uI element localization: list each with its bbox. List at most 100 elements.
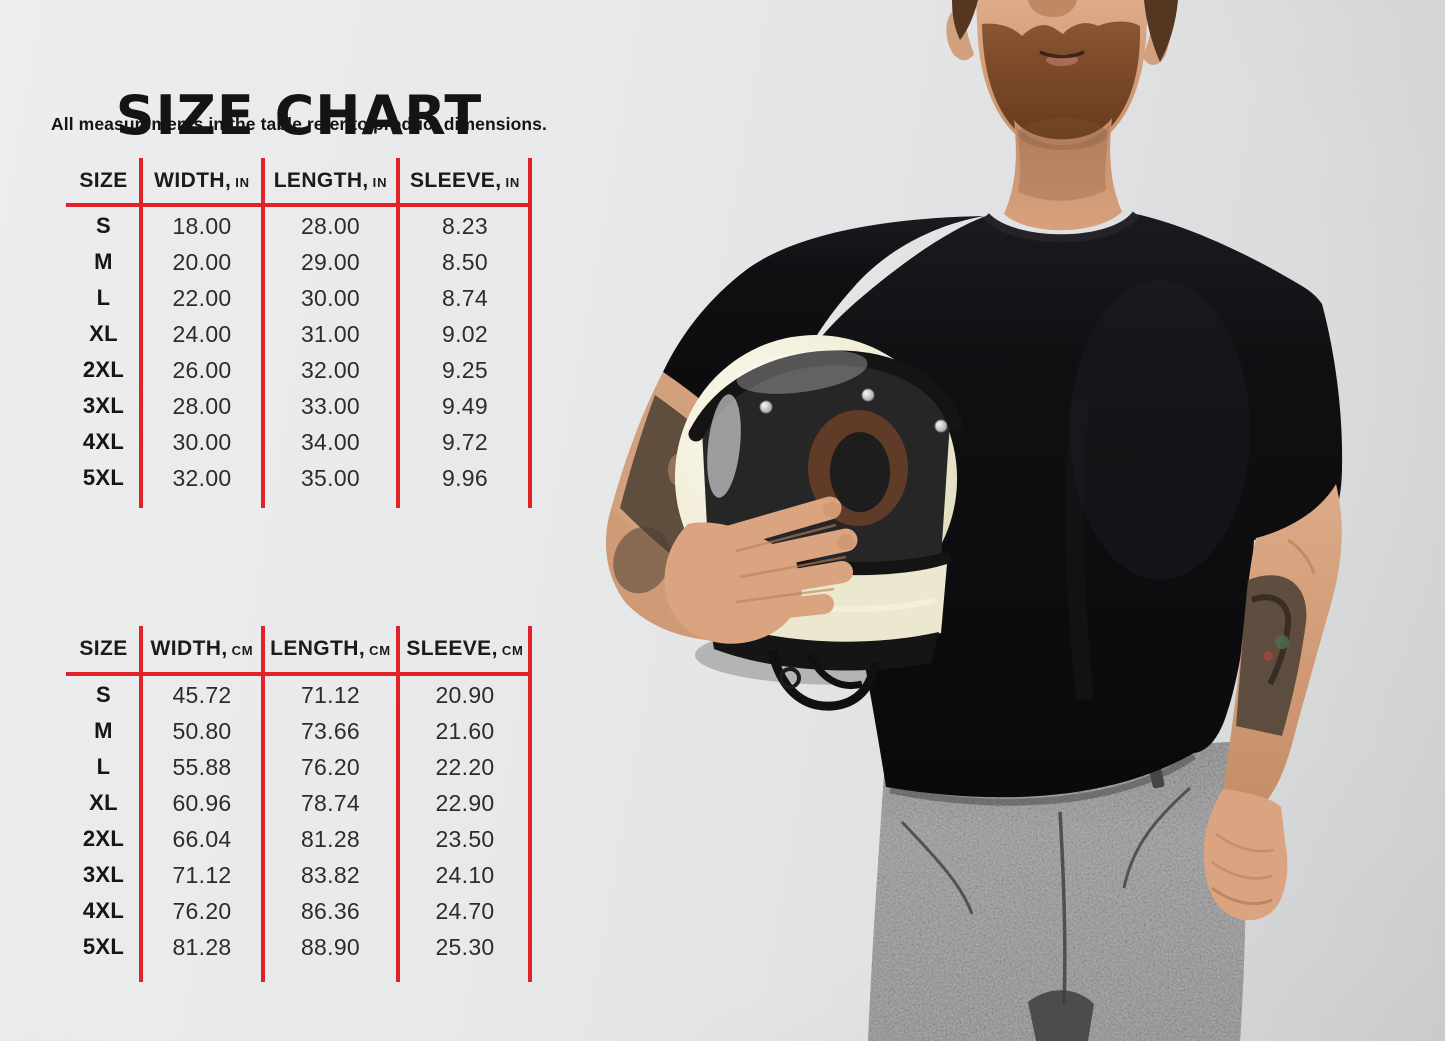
column-divider	[261, 626, 265, 982]
table-row: 2XL 26.00 32.00 9.25	[66, 352, 532, 388]
column-divider	[396, 626, 400, 982]
length-cell: 30.00	[300, 284, 361, 311]
size-cell: 5XL	[82, 465, 125, 490]
column-divider	[261, 158, 265, 508]
sleeve-cell: 22.20	[435, 753, 495, 780]
helmet-rivet-2	[861, 388, 875, 402]
finger-line-3	[1211, 886, 1273, 906]
width-cell: 20.00	[172, 248, 232, 275]
tattooed-arm-right	[1203, 484, 1342, 921]
header-unit: IN	[372, 174, 388, 190]
sleeve-cell: 22.90	[435, 789, 495, 816]
size-cell: XL	[89, 321, 118, 346]
finger-gap-1	[735, 523, 837, 553]
table-row: 5XL 32.00 35.00 9.96	[66, 460, 532, 496]
length-cell: 35.00	[300, 464, 361, 491]
column-header-width: WIDTH, IN	[141, 169, 263, 193]
column-header-sleeve: SLEEVE, CM	[398, 637, 532, 661]
header-label: WIDTH,	[154, 168, 232, 192]
collar	[983, 211, 1140, 243]
right-hand	[1203, 789, 1288, 921]
nose	[1028, 0, 1077, 18]
length-cell: 83.82	[300, 861, 361, 888]
size-cell: 2XL	[82, 826, 125, 851]
table-row: 5XL 81.28 88.90 25.30	[66, 929, 532, 965]
length-cell: 32.00	[300, 356, 361, 383]
helmet-strap-2	[806, 652, 863, 689]
helmet-highlight	[707, 394, 741, 498]
width-cell: 32.00	[172, 464, 232, 491]
header-label: SIZE	[79, 168, 128, 192]
width-cell: 26.00	[172, 356, 232, 383]
finger-1	[714, 496, 842, 550]
hair-left	[952, 0, 978, 40]
header-unit: CM	[231, 643, 254, 658]
fingertip-shade-2	[837, 534, 855, 550]
header-unit: IN	[505, 174, 521, 190]
sleeve-cell: 25.30	[435, 933, 495, 960]
width-cell: 18.00	[172, 212, 232, 239]
table-row: M 20.00 29.00 8.50	[66, 244, 532, 280]
left-hand	[664, 496, 858, 644]
table-row: 4XL 30.00 34.00 9.72	[66, 424, 532, 460]
table-header-row: SIZE WIDTH, CM LENGTH, CM SLEEVE, CM	[66, 626, 532, 672]
header-underline	[66, 672, 532, 676]
waistband-shadow	[889, 753, 1196, 806]
table-row: S 45.72 71.12 20.90	[66, 677, 532, 713]
length-cell: 28.00	[300, 212, 361, 239]
size-cell: 3XL	[82, 862, 125, 887]
header-unit: CM	[369, 643, 391, 658]
sleeve-cell: 24.10	[435, 861, 495, 888]
size-table-centimeters: SIZE WIDTH, CM LENGTH, CM SLEEVE, CM S 45.72…	[66, 626, 532, 982]
chest-highlight	[1070, 280, 1250, 580]
table-body: S 18.00 28.00 8.23 M 20.00 29.00 8.50 L 22.00 30…	[66, 208, 532, 496]
size-cell: M	[94, 249, 113, 274]
width-cell: 66.04	[172, 825, 232, 852]
width-cell: 45.72	[172, 681, 232, 708]
jeans-pocket-left	[900, 820, 974, 915]
table-row: L 55.88 76.20 22.20	[66, 749, 532, 785]
size-cell: XL	[89, 790, 118, 815]
width-cell: 55.88	[172, 753, 232, 780]
forearm-tattoo	[613, 526, 671, 594]
column-divider	[139, 158, 143, 508]
mouth	[1039, 50, 1085, 59]
jeans	[868, 741, 1246, 1041]
fingertip-shade-1	[823, 502, 841, 518]
header-label: WIDTH,	[150, 637, 228, 660]
length-cell: 29.00	[300, 248, 361, 275]
table-row: L 22.00 30.00 8.74	[66, 280, 532, 316]
table-row: S 18.00 28.00 8.23	[66, 208, 532, 244]
helmet-glare	[736, 350, 868, 394]
finger-4	[720, 594, 834, 624]
table-row: XL 60.96 78.74 22.90	[66, 785, 532, 821]
header-underline	[66, 203, 532, 207]
sleeve-cell: 20.90	[435, 681, 495, 708]
neck-stubble	[1016, 124, 1110, 201]
width-cell: 50.80	[172, 717, 232, 744]
size-cell: M	[94, 718, 113, 743]
length-cell: 34.00	[300, 428, 361, 455]
helmet-base	[709, 619, 939, 671]
jeans-fly-seam	[1058, 811, 1067, 1006]
header-label: LENGTH,	[270, 637, 366, 660]
header-unit: IN	[235, 174, 250, 190]
size-cell: 4XL	[82, 429, 125, 454]
beard	[982, 21, 1141, 151]
table-row: M 50.80 73.66 21.60	[66, 713, 532, 749]
size-cell: 3XL	[82, 393, 125, 418]
column-divider	[528, 626, 532, 982]
header-label: SIZE	[79, 637, 128, 660]
size-cell: 5XL	[82, 934, 125, 959]
header-unit: CM	[501, 643, 524, 658]
column-header-length: LENGTH, IN	[263, 169, 398, 193]
size-cell: L	[96, 285, 111, 310]
header-label: LENGTH,	[273, 168, 369, 192]
page-subtitle: All measurements in the table refer to p…	[51, 114, 547, 134]
helmet-rivet-3	[934, 419, 948, 433]
tattoo-detail	[1250, 594, 1292, 686]
width-cell: 22.00	[172, 284, 232, 311]
length-cell: 73.66	[300, 717, 361, 744]
